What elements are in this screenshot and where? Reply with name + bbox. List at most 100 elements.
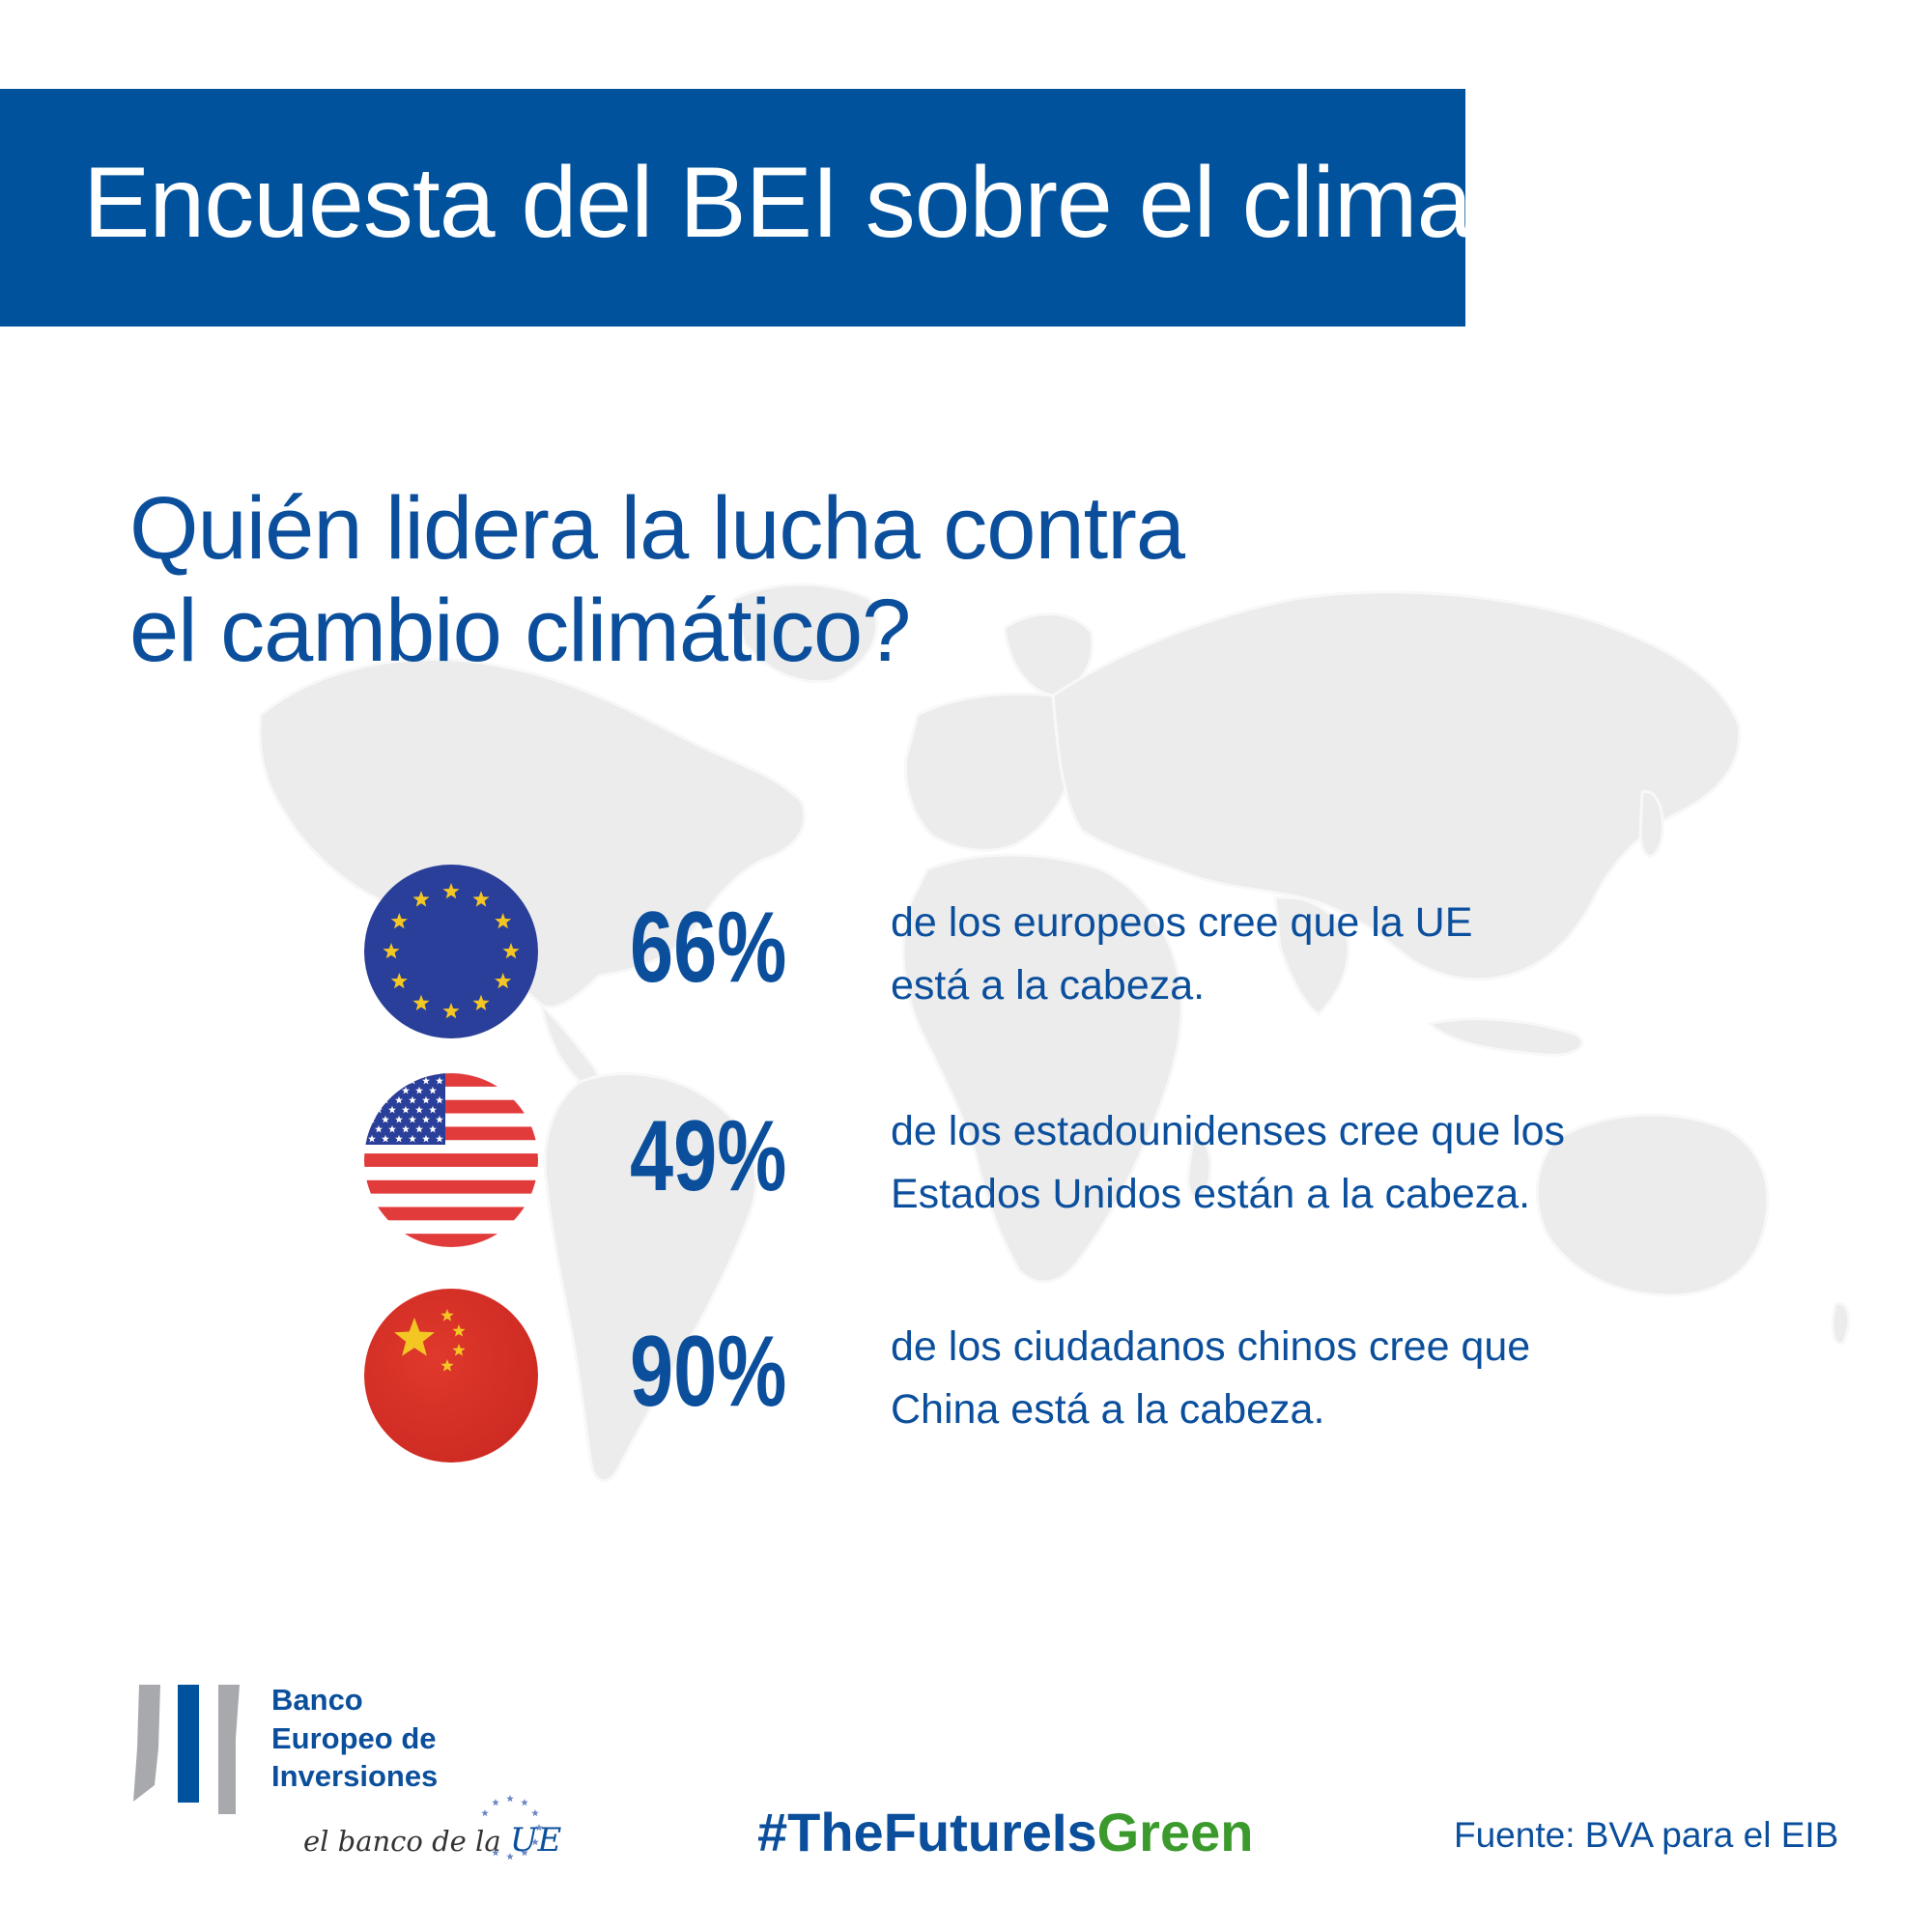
eu-star-icon [495, 913, 512, 929]
stat-description-china-line-2: China está a la cabeza. [891, 1385, 1325, 1433]
us-star-icon [395, 1115, 403, 1123]
us-star-icon [402, 1124, 410, 1133]
china-big-star-icon [394, 1318, 435, 1356]
logo-star-icon [535, 1824, 543, 1832]
logo-star-icon [531, 1809, 539, 1817]
question-line-2: el cambio climático? [129, 581, 911, 680]
us-star-icon [415, 1124, 423, 1133]
eib-tagline-prefix: el banco de la [303, 1825, 510, 1858]
eu-star-icon [390, 973, 408, 989]
eib-logo-mark [133, 1685, 240, 1814]
us-stripe [364, 1179, 538, 1194]
eu-star-icon [472, 994, 490, 1010]
stat-percent-eu: 66% [630, 892, 787, 1004]
hashtag-part-2: Green [1096, 1802, 1254, 1862]
us-star-icon [375, 1124, 383, 1133]
logo-star-icon [492, 1848, 499, 1857]
us-star-icon [436, 1115, 443, 1123]
eu-star-icon [412, 891, 430, 907]
china-small-star-icon [440, 1359, 454, 1372]
eu-star-icon [390, 913, 408, 929]
china-flag-icon [364, 1289, 538, 1463]
us-star-icon [382, 1134, 389, 1143]
us-stripe [364, 1234, 538, 1247]
eib-tagline: el banco de la UE [303, 1821, 561, 1860]
us-star-icon [415, 1105, 423, 1114]
us-star-icon [375, 1086, 383, 1094]
stat-row-us: 49% de los estadounidenses cree que los … [0, 1073, 1932, 1247]
logo-star-icon [481, 1809, 489, 1817]
eu-star-icon [502, 943, 520, 959]
eu-star-icon [495, 973, 512, 989]
us-star-icon [422, 1134, 430, 1143]
header-title: Encuesta del BEI sobre el clima [83, 147, 1472, 259]
logo-star-icon [506, 1795, 514, 1803]
stat-description-us: de los estadounidenses cree que los Esta… [891, 1100, 1565, 1225]
stat-description-china: de los ciudadanos chinos cree que China … [891, 1316, 1530, 1440]
stat-row-eu: 66% de los europeos cree que la UE está … [0, 865, 1932, 1038]
us-star-icon [415, 1086, 423, 1094]
eu-flag-icon [364, 865, 538, 1038]
source-note: Fuente: BVA para el EIB [1454, 1815, 1839, 1855]
china-small-star-icon [452, 1324, 466, 1337]
us-star-icon [436, 1134, 443, 1143]
header-banner: Encuesta del BEI sobre el clima [0, 89, 1472, 327]
stat-description-eu: de los europeos cree que la UE está a la… [891, 892, 1472, 1016]
china-small-star-icon [440, 1309, 454, 1321]
logo-star-icon [521, 1848, 528, 1857]
eib-logo: Banco Europeo de Inversiones el banco de… [133, 1681, 578, 1874]
stat-description-china-line-1: de los ciudadanos chinos cree que [891, 1323, 1531, 1370]
eib-logo-line-1: Banco [271, 1683, 363, 1717]
us-star-icon [436, 1076, 443, 1085]
us-star-icon [422, 1095, 430, 1104]
us-star-icon [409, 1134, 416, 1143]
eib-logo-wordmark: Banco Europeo de Inversiones [271, 1681, 438, 1796]
us-star-icon [402, 1086, 410, 1094]
us-stripe [364, 1153, 538, 1167]
us-star-icon [409, 1115, 416, 1123]
eu-star-icon [383, 943, 400, 959]
logo-star-icon [521, 1799, 528, 1806]
us-star-icon [368, 1134, 376, 1143]
stat-description-us-line-1: de los estadounidenses cree que los [891, 1108, 1566, 1154]
stat-row-china: 90% de los ciudadanos chinos cree que Ch… [0, 1289, 1932, 1463]
us-star-icon [395, 1095, 403, 1104]
us-star-icon [388, 1124, 396, 1133]
us-star-icon [368, 1095, 376, 1104]
stat-description-us-line-2: Estados Unidos están a la cabeza. [891, 1170, 1531, 1217]
question-line-1: Quién lidera la lucha contra [129, 479, 1185, 578]
us-star-icon [395, 1076, 403, 1085]
stat-description-eu-line-1: de los europeos cree que la UE [891, 899, 1473, 946]
eib-logo-line-2: Europeo de [271, 1720, 437, 1755]
stat-description-eu-line-2: está a la cabeza. [891, 961, 1206, 1009]
us-stripe [364, 1073, 538, 1087]
us-star-icon [368, 1076, 376, 1085]
us-star-icon [429, 1086, 437, 1094]
eu-star-icon [412, 994, 430, 1010]
china-small-star-icon [452, 1344, 466, 1356]
hashtag: #TheFutureIsGreen [757, 1801, 1253, 1863]
eib-logo-line-3: Inversiones [271, 1759, 439, 1794]
us-star-icon [402, 1105, 410, 1114]
us-star-icon [422, 1115, 430, 1123]
logo-star-icon [492, 1799, 499, 1806]
stat-percent-china: 90% [630, 1316, 787, 1428]
eu-star-icon [442, 1003, 460, 1019]
us-star-icon [429, 1124, 437, 1133]
us-star-icon [422, 1076, 430, 1085]
us-stripe [364, 1207, 538, 1221]
us-star-icon [388, 1105, 396, 1114]
us-star-icon [429, 1105, 437, 1114]
question-heading: Quién lidera la lucha contra el cambio c… [129, 478, 1185, 683]
eu-stars-ring-icon [481, 1795, 543, 1861]
us-star-icon [436, 1095, 443, 1104]
eu-star-icon [442, 883, 460, 899]
hashtag-part-1: #TheFutureIs [757, 1802, 1097, 1862]
us-flag-icon [364, 1073, 538, 1247]
us-star-icon [388, 1086, 396, 1094]
us-star-icon [409, 1095, 416, 1104]
us-star-icon [382, 1115, 389, 1123]
logo-star-icon [531, 1838, 539, 1846]
stat-percent-us: 49% [630, 1100, 787, 1212]
